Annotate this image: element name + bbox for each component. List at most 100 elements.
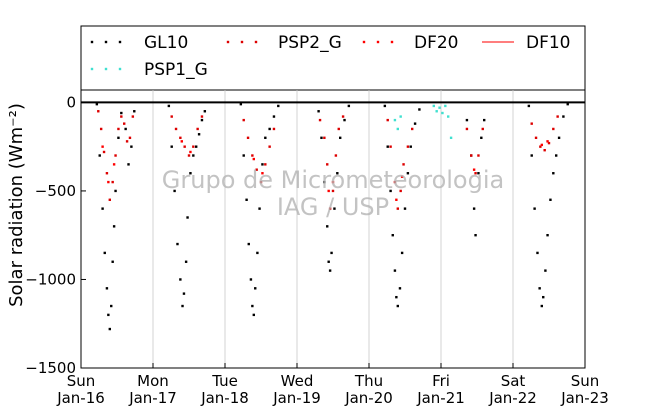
point-psp2-g-4 — [108, 198, 111, 201]
legend-swatch-psp2-g-0 — [226, 40, 230, 44]
legend-swatch-psp2-g-1 — [240, 40, 244, 44]
x-tick-label-top-5: Fri — [432, 372, 450, 390]
point-psp2-g-19 — [196, 127, 199, 131]
point-gl10-67 — [400, 251, 404, 255]
point-gl10-25 — [186, 216, 189, 219]
point-gl10-45 — [272, 115, 276, 118]
legend-swatch-gl10-1 — [104, 40, 108, 44]
point-psp2-g-50 — [530, 122, 533, 125]
x-tick-label-bottom-1: Jan-17 — [128, 389, 177, 407]
point-gl10-19 — [173, 189, 176, 193]
legend-swatch-gl10-0 — [90, 40, 94, 44]
point-gl10-56 — [339, 136, 342, 140]
point-gl10-34 — [245, 198, 248, 201]
point-gl10-36 — [249, 278, 253, 281]
point-psp1-g-5 — [438, 106, 441, 109]
point-gl10-17 — [167, 104, 171, 108]
point-gl10-81 — [530, 154, 533, 157]
point-gl10-9 — [112, 225, 116, 228]
point-gl10-26 — [189, 172, 192, 175]
point-psp2-g-54 — [547, 141, 551, 145]
point-gl10-83 — [536, 251, 539, 255]
x-tick-label-bottom-4: Jan-20 — [344, 389, 393, 407]
point-psp1-g-7 — [444, 104, 447, 108]
x-tick-label-bottom-2: Jan-18 — [200, 389, 249, 407]
legend-swatch-psp1-g-1 — [104, 67, 108, 71]
point-gl10-4 — [105, 287, 109, 290]
legend-label-gl10: GL10 — [144, 33, 188, 53]
point-gl10-66 — [398, 287, 402, 290]
legend-label-psp2-g: PSP2_G — [278, 33, 342, 53]
point-gl10-39 — [254, 287, 257, 290]
data-points — [81, 101, 585, 331]
point-gl10-54 — [333, 207, 336, 210]
point-df20-5 — [252, 157, 255, 161]
point-df20-6 — [261, 172, 264, 175]
point-gl10-14 — [127, 163, 130, 166]
point-psp2-g-5 — [111, 180, 114, 184]
point-gl10-0 — [95, 102, 99, 106]
point-psp2-g-23 — [251, 154, 254, 157]
point-gl10-23 — [182, 292, 186, 295]
point-gl10-13 — [124, 127, 127, 131]
point-psp2-g-31 — [326, 163, 329, 166]
point-gl10-2 — [101, 207, 104, 210]
point-gl10-50 — [326, 225, 329, 228]
point-gl10-78 — [480, 136, 483, 140]
point-psp2-g-29 — [318, 118, 322, 122]
point-gl10-55 — [336, 172, 339, 175]
point-psp2-g-36 — [341, 115, 345, 118]
point-psp2-g-34 — [334, 154, 338, 157]
point-psp2-g-13 — [170, 115, 173, 118]
legend-box — [80, 25, 586, 91]
point-gl10-69 — [406, 172, 410, 175]
point-psp2-g-40 — [396, 207, 399, 210]
point-gl10-22 — [181, 304, 184, 308]
point-gl10-40 — [256, 251, 259, 255]
plot-area — [80, 89, 586, 369]
point-gl10-72 — [418, 108, 421, 111]
point-psp2-g-6 — [114, 154, 117, 157]
point-gl10-70 — [409, 145, 412, 148]
point-psp2-g-7 — [117, 127, 120, 131]
point-psp2-g-27 — [268, 145, 271, 148]
point-gl10-88 — [546, 233, 549, 237]
x-tick-label-bottom-5: Jan-21 — [416, 389, 465, 407]
point-psp2-g-48 — [477, 154, 480, 157]
x-tick-label-top-2: Tue — [211, 372, 238, 390]
point-gl10-29 — [197, 133, 201, 136]
point-gl10-15 — [130, 145, 133, 148]
point-gl10-16 — [133, 110, 136, 113]
point-gl10-24 — [184, 260, 188, 263]
point-psp2-g-37 — [386, 118, 389, 122]
point-gl10-63 — [393, 269, 397, 272]
y-tick-label-2: −1000 — [25, 270, 76, 288]
point-gl10-75 — [472, 207, 476, 210]
point-gl10-77 — [477, 172, 480, 175]
point-psp2-g-35 — [337, 127, 340, 131]
point-df20-3 — [180, 140, 183, 143]
point-psp2-g-28 — [272, 127, 276, 131]
point-psp2-g-51 — [534, 136, 538, 140]
point-gl10-33 — [242, 154, 245, 157]
point-gl10-5 — [107, 313, 110, 317]
point-psp2-g-14 — [174, 127, 178, 131]
point-gl10-35 — [247, 242, 250, 246]
x-tick-label-top-4: Thu — [354, 372, 383, 390]
point-gl10-93 — [562, 115, 565, 118]
point-psp2-g-56 — [556, 115, 559, 118]
point-gl10-68 — [403, 207, 407, 210]
point-psp2-g-18 — [192, 145, 195, 148]
point-df20-8 — [331, 180, 335, 184]
point-df20-0 — [101, 145, 104, 148]
point-psp2-g-39 — [393, 180, 397, 184]
gridlines — [152, 90, 514, 368]
point-gl10-31 — [203, 110, 207, 113]
y-tick-label-1: −500 — [35, 182, 76, 200]
legend-swatch-df20-1 — [376, 40, 380, 44]
point-gl10-87 — [544, 269, 547, 272]
point-psp2-g-49 — [481, 127, 484, 131]
point-gl10-8 — [111, 260, 114, 263]
point-df20-7 — [327, 189, 330, 193]
